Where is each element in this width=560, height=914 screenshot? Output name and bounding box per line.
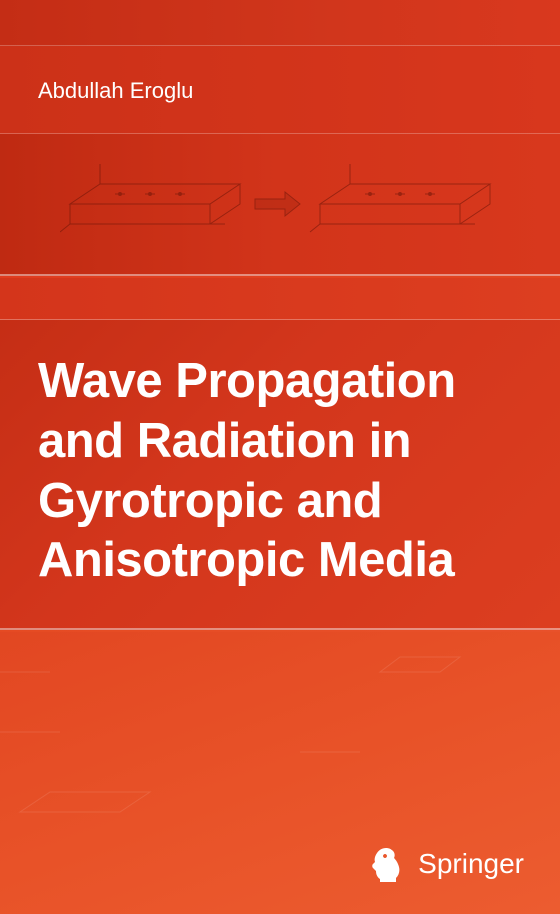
publisher-name: Springer xyxy=(418,848,524,880)
springer-horse-icon xyxy=(366,844,406,884)
waveguide-diagram xyxy=(60,144,500,264)
band-top xyxy=(0,0,560,46)
publisher-block: Springer xyxy=(366,844,524,884)
book-cover: Abdullah Eroglu Wave Propagation and Rad… xyxy=(0,0,560,914)
band-gap xyxy=(0,278,560,320)
band-diagram xyxy=(0,134,560,276)
book-title: Wave Propagation and Radiation in Gyrotr… xyxy=(38,352,530,591)
author-name: Abdullah Eroglu xyxy=(38,78,193,104)
